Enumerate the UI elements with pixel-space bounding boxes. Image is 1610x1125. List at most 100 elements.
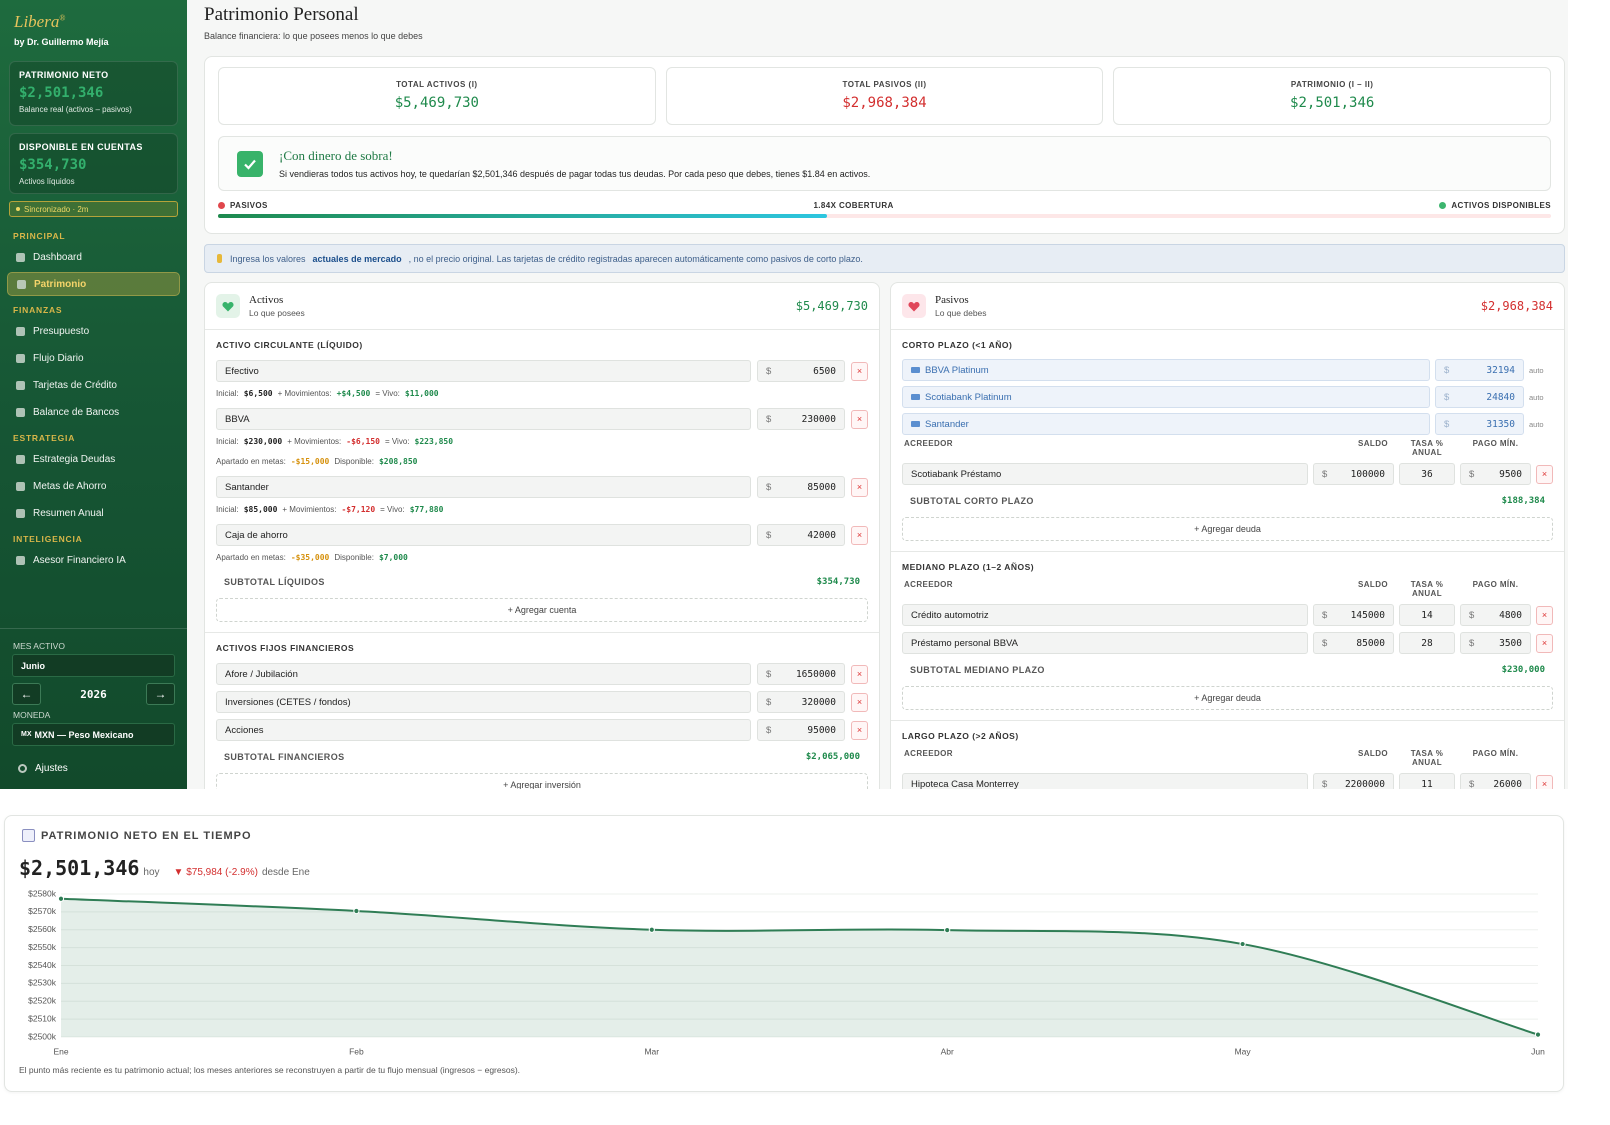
nav-item[interactable]: Asesor Financiero IA: [7, 548, 180, 572]
balance: 85000: [1356, 637, 1385, 649]
settings-link[interactable]: Ajustes: [0, 763, 187, 774]
area: [61, 898, 1538, 1037]
payment: 9500: [1499, 468, 1522, 480]
payment-input[interactable]: $26000: [1460, 773, 1531, 789]
nav-item[interactable]: Estrategia Deudas: [7, 447, 180, 471]
month-select[interactable]: Junio: [12, 654, 175, 677]
asset-name-input[interactable]: Santander: [216, 476, 751, 498]
add-button[interactable]: + Agregar inversión: [216, 773, 868, 789]
amount-input[interactable]: $85000: [757, 476, 845, 498]
nav-item[interactable]: Metas de Ahorro: [7, 474, 180, 498]
assets-panel: Activos Lo que posees $5,469,730 ACTIVO CIR…: [204, 282, 880, 789]
nav-item[interactable]: Flujo Diario: [7, 346, 180, 370]
remove-button[interactable]: ×: [851, 720, 868, 740]
prev-button[interactable]: ←: [12, 683, 41, 705]
asset-section: ACTIVO CIRCULANTE (LÍQUIDO) Efectivo $6500…: [205, 330, 879, 633]
nav-item[interactable]: Tarjetas de Crédito: [7, 373, 180, 397]
remove-button[interactable]: ×: [1536, 633, 1553, 653]
add-button[interactable]: + Agregar deuda: [902, 517, 1553, 541]
detail-label: Disponible:: [334, 552, 374, 562]
asset-name-input[interactable]: Acciones: [216, 719, 751, 741]
amount-input[interactable]: $6500: [757, 360, 845, 382]
balance-input[interactable]: $145000: [1313, 604, 1394, 626]
currency-sign: $: [1322, 609, 1328, 621]
coverage-right-label: ACTIVOS DISPONIBLES: [1451, 201, 1551, 210]
rate-input[interactable]: 28: [1399, 632, 1455, 654]
nav-item[interactable]: Resumen Anual: [7, 501, 180, 525]
asset-name-input[interactable]: Efectivo: [216, 360, 751, 382]
y-tick-label: $2570k: [28, 906, 57, 916]
amount-input[interactable]: $230000: [757, 408, 845, 430]
asset-name-input[interactable]: BBVA: [216, 408, 751, 430]
payment-input[interactable]: $9500: [1460, 463, 1531, 485]
column-headers: ACREEDOR SALDO TASA % ANUAL PAGO MÍN.: [902, 439, 1553, 457]
amount-input[interactable]: $42000: [757, 524, 845, 546]
asset-name-input[interactable]: Inversiones (CETES / fondos): [216, 691, 751, 713]
coverage-right: ACTIVOS DISPONIBLES: [1439, 201, 1551, 210]
amount-input[interactable]: $320000: [757, 691, 845, 713]
remove-button[interactable]: ×: [851, 692, 868, 712]
asset-name-input[interactable]: Afore / Jubilación: [216, 663, 751, 685]
detail-value: -$15,000: [290, 456, 330, 466]
next-button[interactable]: →: [146, 683, 175, 705]
remove-button[interactable]: ×: [1536, 774, 1553, 789]
nav-item[interactable]: Patrimonio: [7, 272, 180, 296]
rate-input[interactable]: 36: [1399, 463, 1455, 485]
card-icon: [911, 421, 920, 427]
column-header: SALDO: [1358, 749, 1388, 758]
panel-icon: [902, 294, 926, 318]
creditor-input[interactable]: Crédito automotriz: [902, 604, 1308, 626]
payment-input[interactable]: $4800: [1460, 604, 1531, 626]
summary-value: $5,469,730: [394, 95, 479, 111]
currency-sign: $: [766, 481, 772, 493]
amount-input[interactable]: $95000: [757, 719, 845, 741]
column-header: TASA % ANUAL: [1410, 580, 1444, 598]
remove-button[interactable]: ×: [851, 361, 868, 381]
asset-row: Afore / Jubilación $1650000 ×: [216, 663, 868, 685]
detail-value: $6,500: [243, 388, 273, 398]
legend-dot: [1439, 202, 1447, 209]
subtotal-value: $354,730: [816, 577, 860, 587]
balance-input[interactable]: $85000: [1313, 632, 1394, 654]
panel-subtitle: Lo que debes: [935, 308, 987, 318]
x-tick-label: May: [1235, 1046, 1252, 1056]
nav-item[interactable]: Presupuesto: [7, 319, 180, 343]
balance-input[interactable]: $2200000: [1313, 773, 1394, 789]
rate-input[interactable]: 11: [1399, 773, 1455, 789]
byline: by Dr. Guillermo Mejía: [14, 37, 109, 47]
sidebar: Libera® by Dr. Guillermo Mejía PATRIMONIO …: [0, 0, 187, 789]
asset-name-input[interactable]: Caja de ahorro: [216, 524, 751, 546]
add-button[interactable]: + Agregar cuenta: [216, 598, 868, 622]
asset-row: Inversiones (CETES / fondos) $320000 ×: [216, 691, 868, 713]
currency-sign: $: [1322, 778, 1328, 790]
change: ▼ $75,984 (-2.9%): [173, 867, 258, 878]
remove-button[interactable]: ×: [1536, 605, 1553, 625]
remove-button[interactable]: ×: [1536, 464, 1553, 484]
add-button[interactable]: + Agregar deuda: [902, 686, 1553, 710]
summary-label: TOTAL PASIVOS (II): [842, 80, 927, 89]
balance-input[interactable]: $100000: [1313, 463, 1394, 485]
detail-label: Disponible:: [334, 456, 374, 466]
nav-item[interactable]: Dashboard: [7, 245, 180, 269]
creditor-input[interactable]: Hipoteca Casa Monterrey: [902, 773, 1308, 789]
amount-input[interactable]: $1650000: [757, 663, 845, 685]
nav-item[interactable]: Balance de Bancos: [7, 400, 180, 424]
y-tick-label: $2540k: [28, 960, 57, 970]
amount: 95000: [807, 724, 836, 736]
remove-button[interactable]: ×: [851, 664, 868, 684]
remove-button[interactable]: ×: [851, 477, 868, 497]
currency-select[interactable]: MX MXN — Peso Mexicano: [12, 723, 175, 746]
remove-button[interactable]: ×: [851, 525, 868, 545]
detail-value: -$6,150: [346, 436, 380, 446]
payment-input[interactable]: $3500: [1460, 632, 1531, 654]
card-amount: $32194: [1435, 359, 1524, 381]
creditor-input[interactable]: Scotiabank Préstamo: [902, 463, 1308, 485]
summary-box: TOTAL PASIVOS (II) $2,968,384: [665, 67, 1104, 125]
summary-value: $2,968,384: [842, 95, 927, 111]
summary-box: TOTAL ACTIVOS (I) $5,469,730: [218, 67, 656, 125]
amount: 1650000: [795, 668, 836, 680]
remove-button[interactable]: ×: [851, 409, 868, 429]
creditor-input[interactable]: Préstamo personal BBVA: [902, 632, 1308, 654]
point: [1239, 940, 1246, 948]
rate-input[interactable]: 14: [1399, 604, 1455, 626]
